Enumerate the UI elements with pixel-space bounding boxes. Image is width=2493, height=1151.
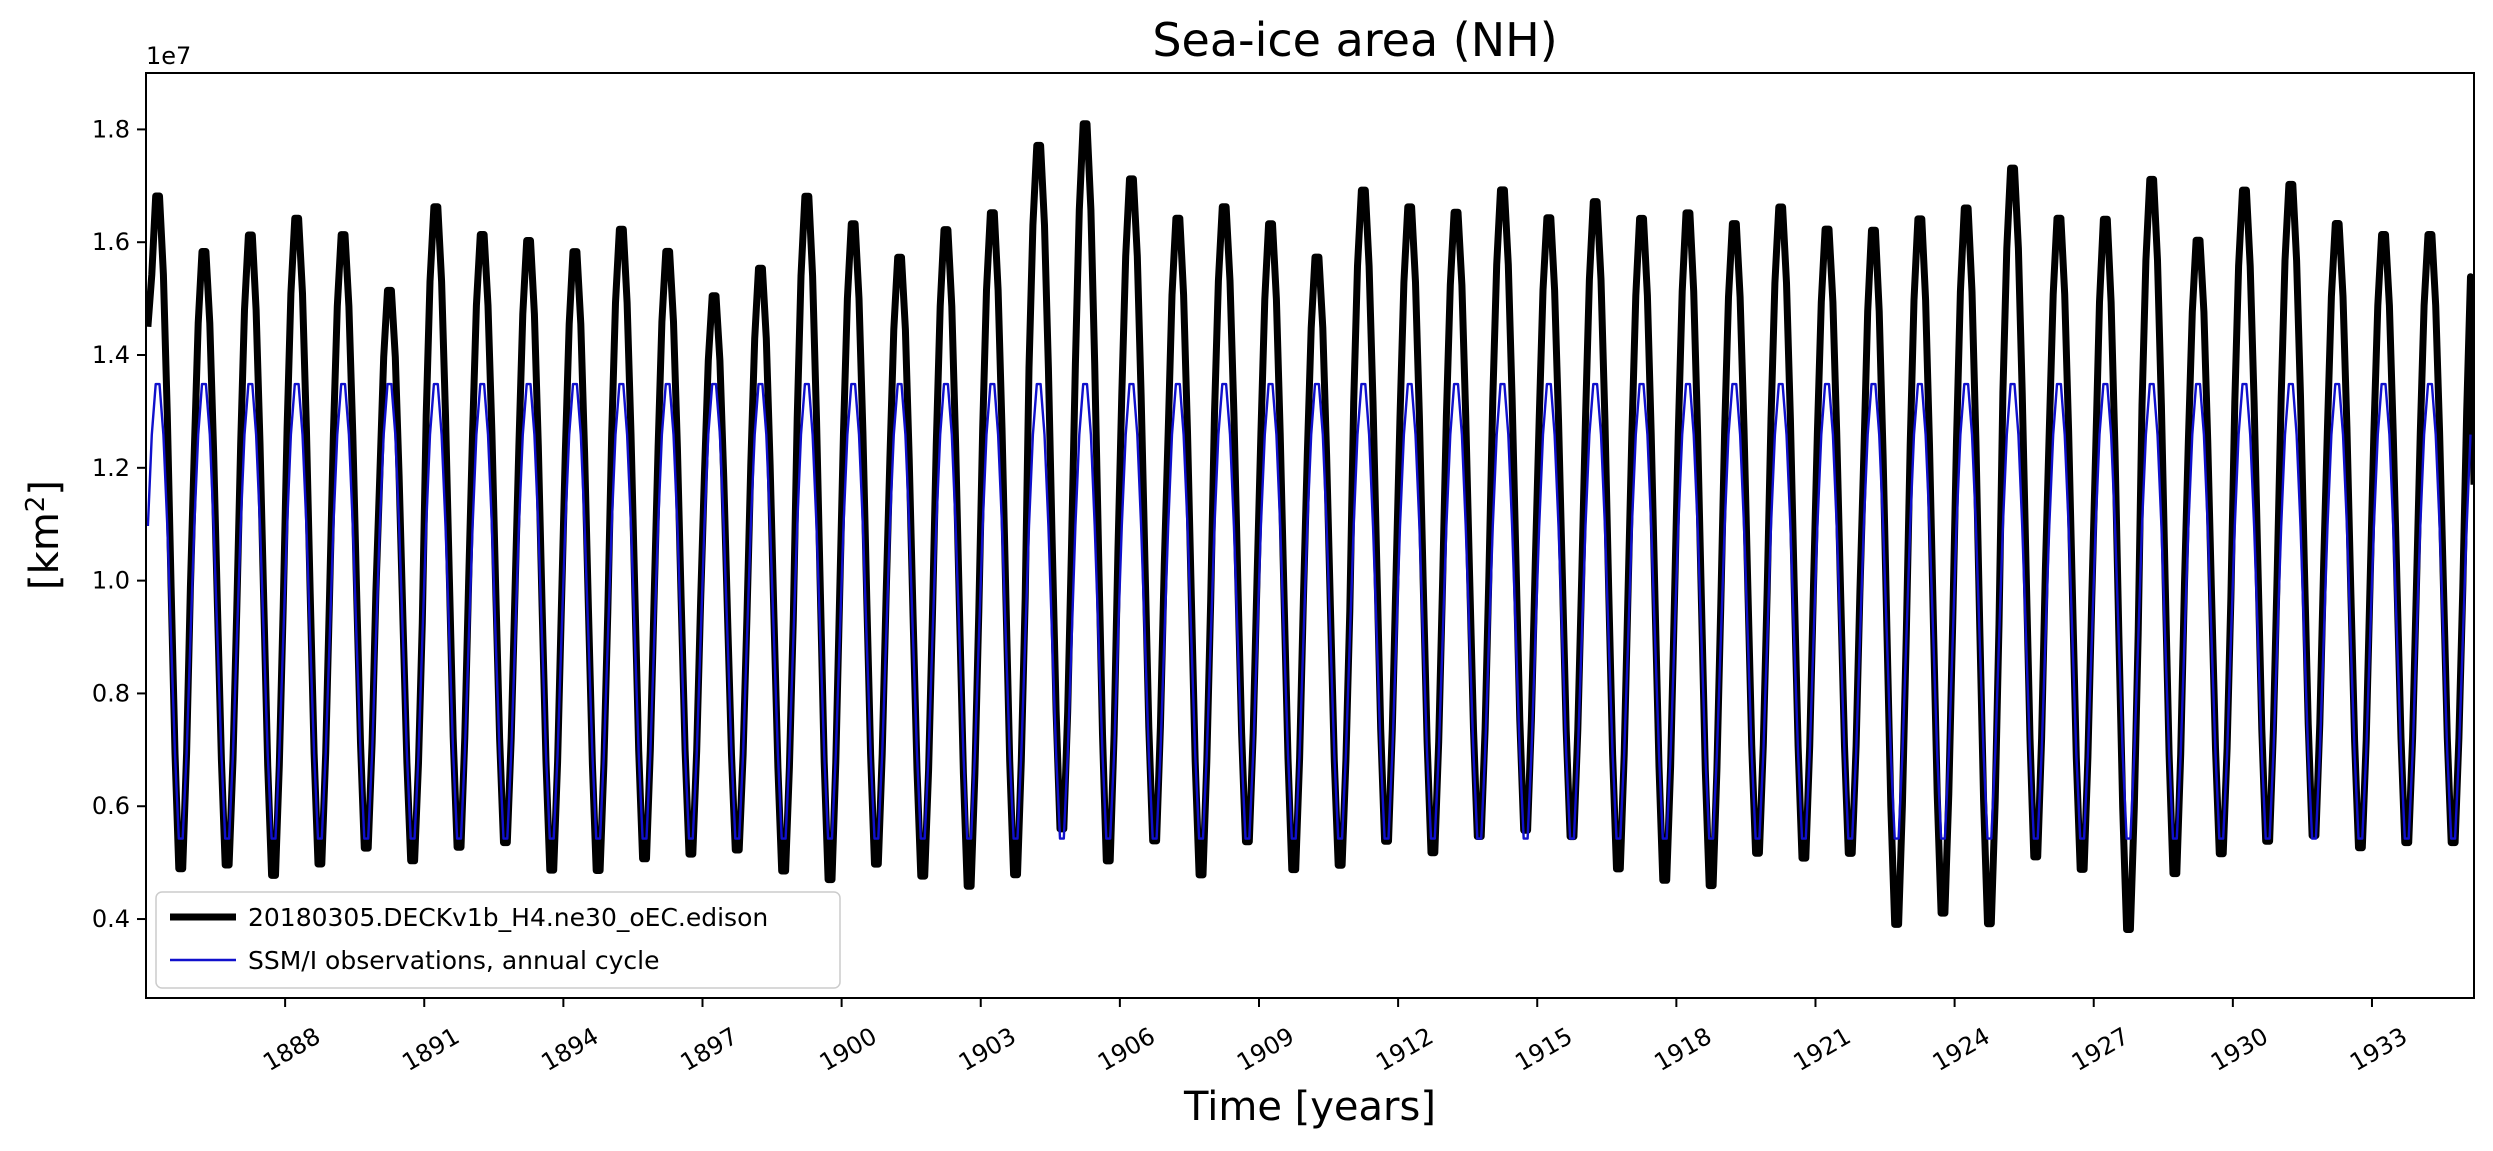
x-axis-label: Time [years] bbox=[1183, 1084, 1436, 1130]
y-tick-label: 0.4 bbox=[92, 905, 130, 933]
y-axis-label-superscript: 2 bbox=[21, 496, 51, 513]
y-axis-label-close: ] bbox=[22, 480, 68, 496]
y-tick-label: 1.2 bbox=[92, 454, 130, 482]
y-tick-label: 1.6 bbox=[92, 228, 130, 256]
plot-frame bbox=[145, 72, 2475, 999]
y-axis-label-base: [km bbox=[22, 512, 68, 590]
y-tick-label: 1.0 bbox=[92, 567, 130, 595]
y-axis-label: [km2] bbox=[21, 480, 68, 590]
observations-series-line bbox=[146, 382, 2472, 840]
legend-box bbox=[155, 891, 841, 989]
y-tick-label: 1.4 bbox=[92, 341, 130, 369]
legend-label-observations: SSM/I observations, annual cycle bbox=[248, 946, 660, 975]
y-offset-label: 1e7 bbox=[146, 42, 191, 70]
y-tick-label: 0.6 bbox=[92, 792, 130, 820]
y-tick-label: 0.8 bbox=[92, 679, 130, 707]
y-tick-label: 1.8 bbox=[92, 115, 130, 143]
legend: 20180305.DECKv1b_H4.ne30_oEC.edison SSM/… bbox=[155, 891, 841, 989]
legend-label-model: 20180305.DECKv1b_H4.ne30_oEC.edison bbox=[248, 903, 768, 932]
y-axis-ticks: 0.4 0.6 0.8 1.0 1.2 1.4 1.6 1.8 bbox=[92, 115, 146, 933]
chart-title: Sea-ice area (NH) bbox=[1152, 13, 1557, 67]
